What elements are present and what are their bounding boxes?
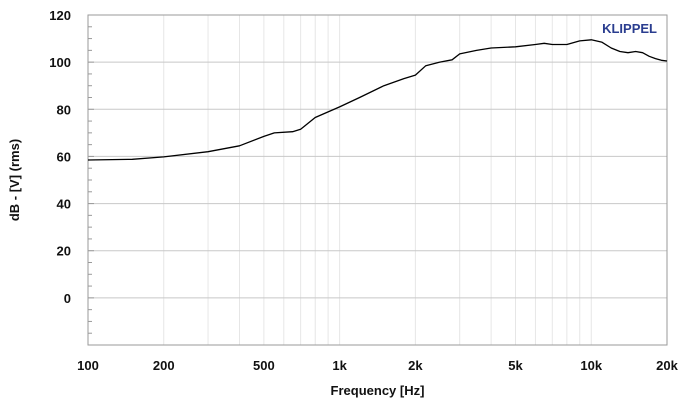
y-tick-label: 120	[49, 8, 71, 23]
y-tick-label: 80	[57, 102, 71, 117]
x-tick-label: 2k	[408, 358, 423, 373]
y-tick-label: 60	[57, 149, 71, 164]
y-tick-label: 0	[64, 291, 71, 306]
x-tick-label: 20k	[656, 358, 678, 373]
x-tick-label: 200	[153, 358, 175, 373]
x-tick-label: 1k	[332, 358, 347, 373]
y-tick-label: 40	[57, 197, 71, 212]
major-grid	[88, 61, 667, 299]
x-axis-title: Frequency [Hz]	[331, 383, 425, 398]
x-tick-labels: 100 200 500 1k 2k 5k 10k 20k	[77, 358, 678, 373]
series-line	[87, 39, 668, 161]
x-tick-label: 10k	[580, 358, 602, 373]
x-tick-label: 500	[253, 358, 275, 373]
minor-grid	[163, 15, 592, 345]
y-tick-label: 100	[49, 55, 71, 70]
y-tick-labels: 0 20 40 60 80 100 120	[49, 8, 71, 306]
y-minor-ticks	[88, 14, 94, 346]
x-tick-label: 100	[77, 358, 99, 373]
y-tick-label: 20	[57, 244, 71, 259]
y-axis-title: dB - [V] (rms)	[7, 139, 22, 221]
brand-label: KLIPPEL	[602, 21, 657, 36]
x-tick-label: 5k	[508, 358, 523, 373]
